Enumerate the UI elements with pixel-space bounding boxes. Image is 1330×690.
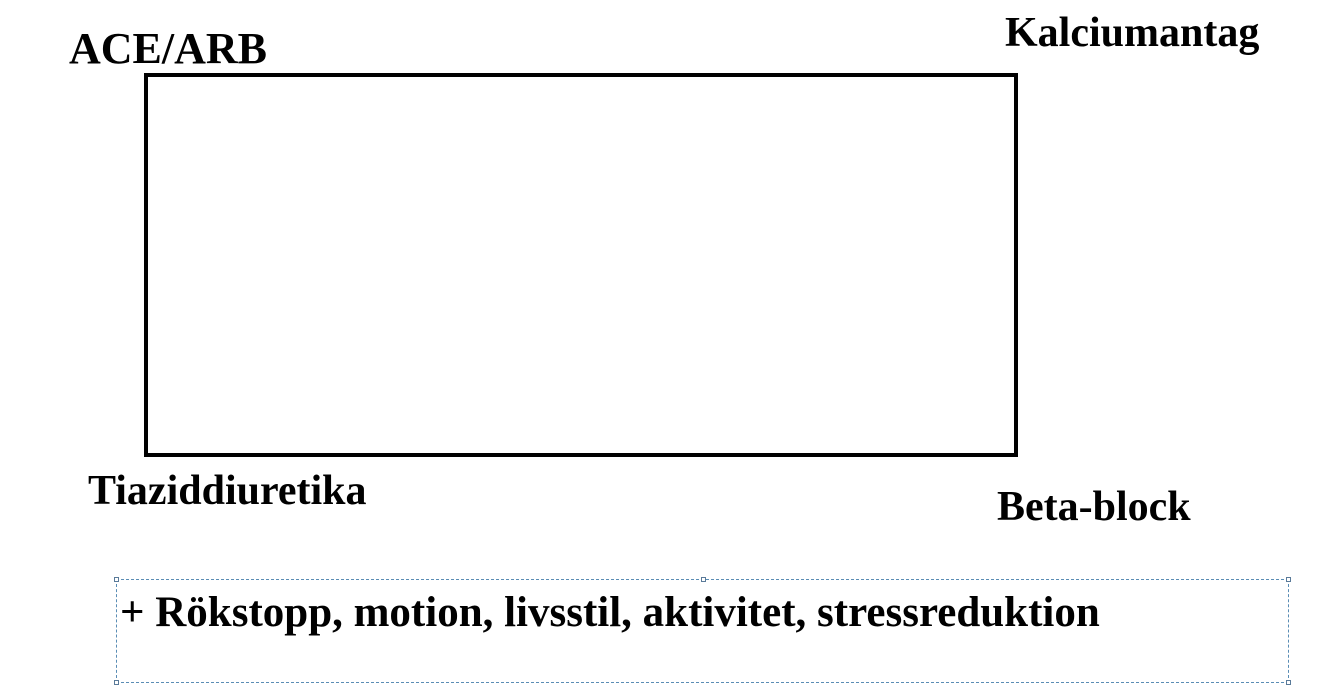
label-tiaziddiuretika: Tiaziddiuretika [88, 468, 367, 514]
label-beta-block: Beta-block [997, 484, 1191, 530]
resize-handle-top-middle[interactable] [701, 577, 706, 582]
diagram-rectangle [144, 73, 1018, 457]
lifestyle-text[interactable]: + Rökstopp, motion, livsstil, aktivitet,… [120, 589, 1100, 636]
label-kalciumantag: Kalciumantag [1005, 10, 1260, 56]
resize-handle-top-right[interactable] [1286, 577, 1291, 582]
label-ace-arb: ACE/ARB [69, 24, 268, 73]
resize-handle-bottom-left[interactable] [114, 680, 119, 685]
resize-handle-bottom-right[interactable] [1286, 680, 1291, 685]
selected-text-box[interactable]: + Rökstopp, motion, livsstil, aktivitet,… [114, 577, 1291, 685]
resize-handle-top-left[interactable] [114, 577, 119, 582]
